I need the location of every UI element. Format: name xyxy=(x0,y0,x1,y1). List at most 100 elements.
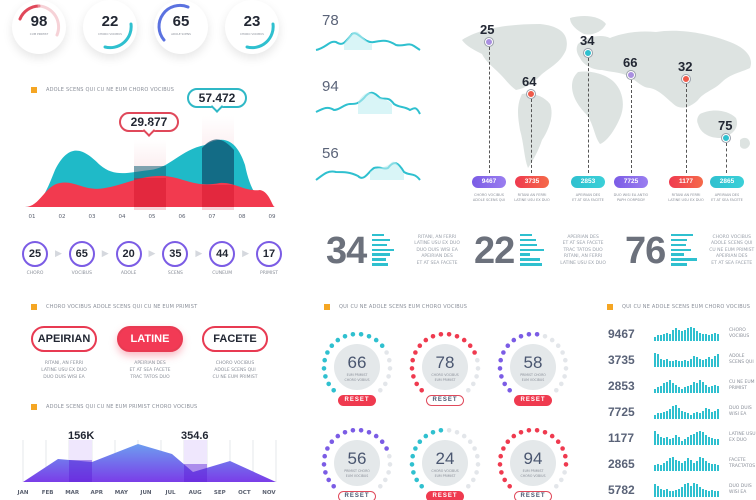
bar-list-value: 7725 xyxy=(608,405,635,419)
sparkline-value: 78 xyxy=(322,12,339,29)
map-badge-desc: RITANI AN FERRI LATINE USU EX DUO xyxy=(514,193,550,202)
annotation-label: 354.6 xyxy=(181,430,209,442)
map-pin-icon[interactable] xyxy=(527,90,535,98)
big-stat: 76 CHORO VOCIBUS ADOLE SCENS QUI CU NE EUM… xyxy=(625,232,754,270)
mini-bar-chart xyxy=(654,483,719,497)
progress-ring-icon xyxy=(103,22,133,50)
dashed-connector xyxy=(489,47,490,173)
reset-button[interactable]: RESET xyxy=(514,395,552,406)
dashed-connector xyxy=(588,58,589,173)
dials-title: QUI CU NE ADOLE SCENS EUM CHORO VOCIBUS xyxy=(324,304,467,310)
option-description: CHORO VOCIBUS ADOLE SCENS QUI CU NE EUM PR… xyxy=(212,361,258,380)
kpi-ring: 22 CHORO VOCIBUS xyxy=(83,0,137,54)
big-stat: 22 APEIRIAN DES ET AT SEA FACETE TRAC TATO… xyxy=(474,232,606,270)
dial-face: 24 CHORO VOCIBUS EUM PRIMIST xyxy=(422,440,468,486)
dial-label: CHORO VOCIBUS EUM PRIMIST xyxy=(431,469,459,478)
kpi-label: CUM PRIMIST xyxy=(29,32,49,36)
step-circle: 20 xyxy=(115,241,142,267)
monthly-area-chart xyxy=(22,440,277,482)
map-badge-desc: APEIRIAN DES ET AT SEA FACETE xyxy=(711,193,743,202)
dial-face: 78 CHORO VOCIBUS EUM PRIMIST xyxy=(422,344,468,390)
map-badge-desc: RITANI AN FERRI LATINE USU EX DUO xyxy=(668,193,704,202)
dial-value: 58 xyxy=(523,353,543,372)
mini-bar-chart xyxy=(654,327,719,341)
bar-list-value: 1177 xyxy=(608,431,635,445)
map-pin-icon[interactable] xyxy=(627,71,635,79)
option-apeirian-button[interactable]: APEIRIAN xyxy=(31,326,97,352)
dashed-connector xyxy=(686,84,687,173)
bar-lines-icon xyxy=(671,233,698,269)
sparkline-chart xyxy=(315,31,421,51)
bar-lines-icon xyxy=(372,233,395,269)
dial-label: CHORO VOCIBUS EUM PRIMIST xyxy=(431,373,459,382)
dot-ring-icon xyxy=(321,332,393,393)
map-badge-desc: APEIRIAN DES ET AT SEA FACETE xyxy=(572,193,604,202)
bar-list-label: DUO DUIS WISI EA xyxy=(729,484,752,495)
reset-button[interactable]: RESET xyxy=(426,491,464,500)
bullet-square-icon xyxy=(31,404,37,410)
bar-list-label: ADOLE SCENS QUI xyxy=(729,354,754,365)
map-badge: 3735 xyxy=(515,176,549,188)
progress-ring-icon xyxy=(245,22,275,50)
dot-ring-icon xyxy=(321,428,393,489)
dashed-connector xyxy=(531,99,532,173)
bar-list-label: FACETE TRACTATOS xyxy=(729,458,756,469)
step-circle: 17 xyxy=(255,241,282,267)
kpi-value: 98 xyxy=(30,13,48,30)
reset-button[interactable]: RESET xyxy=(338,491,376,500)
dot-ring-icon xyxy=(497,332,569,393)
reset-button[interactable]: RESET xyxy=(338,395,376,406)
big-stat-desc: RITANI, AN FERRI LATINE USU EX DUO DUO DUI… xyxy=(414,234,460,266)
reset-button[interactable]: RESET xyxy=(514,491,552,500)
sparkline-value: 56 xyxy=(322,145,339,162)
mini-bar-chart xyxy=(654,405,719,419)
reset-button[interactable]: RESET xyxy=(426,395,464,406)
dashed-connector xyxy=(631,80,632,173)
dot-ring-icon xyxy=(409,332,481,393)
dial-face: 58 PRIMIST CHORO EUM VOCIBUS xyxy=(510,344,556,390)
bullet-square-icon xyxy=(607,304,613,310)
map-marker-value: 66 xyxy=(623,55,638,70)
chevron-right-icon: ▶ xyxy=(242,249,250,259)
dot-ring-icon xyxy=(497,428,569,489)
chevron-right-icon: ▶ xyxy=(195,249,203,259)
annotation-label: 156K xyxy=(68,430,95,442)
option-description: APEIRIAN DES ET AT SEA FACETE TRAC TATOS D… xyxy=(129,361,171,380)
kpi-label: CHORO VOCIBUS xyxy=(240,32,264,36)
big-stat-value: 76 xyxy=(625,230,666,272)
dial-gauge: 78 CHORO VOCIBUS EUM PRIMIST xyxy=(408,330,482,404)
bar-list-value: 2865 xyxy=(608,457,635,471)
map-marker-value: 25 xyxy=(480,22,495,37)
dial-face: 56 PRIMIST CHORO EUM VOCIBUS xyxy=(334,440,380,486)
mini-bar-chart xyxy=(654,431,719,445)
kpi-value: 65 xyxy=(172,13,190,30)
bar-list-label: LATINE USU EX DUO xyxy=(729,432,756,443)
map-marker-value: 64 xyxy=(522,74,537,89)
big-stat-desc: CHORO VOCIBUS ADOLE SCENS QUI CU NE EUM PR… xyxy=(709,234,755,266)
month-axis: JAN FEB MAR APR MAY JUN JUL AUG SEP OCT NOV xyxy=(17,490,276,496)
map-pin-icon[interactable] xyxy=(485,38,493,46)
kpi-value: 23 xyxy=(243,13,261,30)
mini-bar-chart xyxy=(654,353,719,367)
bullet-square-icon xyxy=(31,304,37,310)
option-facete-button[interactable]: FACETE xyxy=(202,326,268,352)
map-badge: 7725 xyxy=(614,176,648,188)
progress-ring-icon xyxy=(18,4,61,37)
dial-value: 56 xyxy=(347,449,367,468)
area-chart xyxy=(25,116,275,210)
map-badge-desc: DUO WISI EA ANTIO PAPH OORPSIDY xyxy=(613,193,649,202)
map-pin-icon[interactable] xyxy=(722,134,730,142)
sparkline-chart xyxy=(315,91,421,115)
dial-value: 66 xyxy=(347,353,367,372)
map-pin-icon[interactable] xyxy=(682,75,690,83)
map-badge: 9467 xyxy=(472,176,506,188)
option-description: RITANI, AN FERRI LATINE USU EX DUO DUO DUI… xyxy=(41,361,87,380)
map-marker-value: 75 xyxy=(718,118,733,133)
bullet-square-icon xyxy=(31,87,37,93)
options-title: CHORO VOCIBUS ADOLE SCENS QUI CU NE EUM … xyxy=(31,304,197,310)
dial-face: 94 EUM PRIMIST CHORO VOBIUS xyxy=(510,440,556,486)
option-latine-button[interactable]: LATINE xyxy=(117,326,183,352)
bar-list-value: 5782 xyxy=(608,483,635,497)
map-pin-icon[interactable] xyxy=(584,49,592,57)
big-stat-desc: APEIRIAN DES ET AT SEA FACETE TRAC TATOS D… xyxy=(560,234,606,266)
